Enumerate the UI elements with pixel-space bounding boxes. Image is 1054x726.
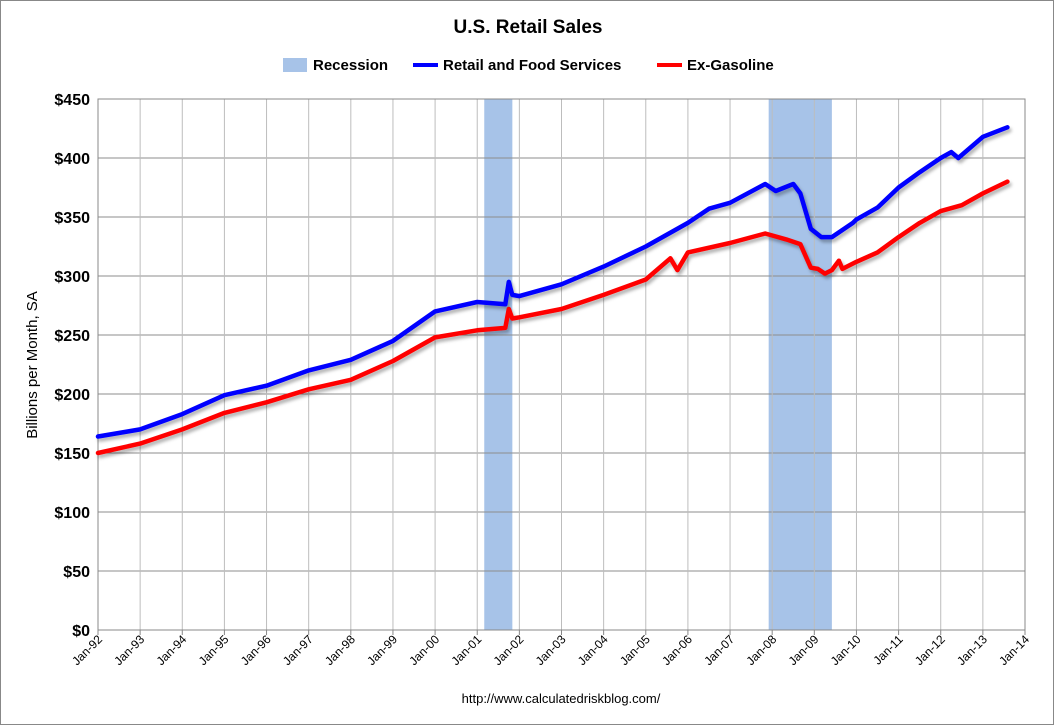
- y-tick-label: $400: [54, 151, 90, 168]
- x-tick-label: Jan-95: [196, 632, 232, 668]
- legend-label-exgas: Ex-Gasoline: [687, 57, 774, 74]
- series-line-retail-and-food-services: [95, 125, 1010, 439]
- plot-border: [97, 98, 1026, 631]
- x-tick-label: Jan-12: [912, 632, 948, 668]
- source-url: http://www.calculatedriskblog.com/: [462, 691, 661, 706]
- x-tick-label: Jan-04: [575, 632, 611, 668]
- chart-title: U.S. Retail Sales: [454, 17, 603, 38]
- y-tick-label: $0: [72, 623, 90, 640]
- y-tick-label: $450: [54, 92, 90, 109]
- y-tick-label: $100: [54, 505, 90, 522]
- x-tick-labels: Jan-92 Jan-93 Jan-94 Jan-95 Jan-96 Jan-97 Jan-…: [69, 632, 1032, 668]
- y-tick-label: $50: [63, 564, 90, 581]
- x-tick-label: Jan-00: [406, 632, 442, 668]
- x-tick-label: Jan-05: [617, 632, 653, 668]
- x-tick-label: Jan-94: [154, 632, 190, 668]
- x-tick-label: Jan-09: [786, 632, 822, 668]
- x-tick-label: Jan-06: [659, 632, 695, 668]
- series-lines: [95, 125, 1010, 456]
- x-tick-label: Jan-03: [533, 632, 569, 668]
- x-tick-label: Jan-11: [870, 632, 905, 667]
- recession-band: [484, 99, 513, 630]
- y-tick-label: $300: [54, 269, 90, 286]
- y-axis-label: Billions per Month, SA: [24, 291, 41, 439]
- recession-bands: [484, 99, 832, 630]
- x-tick-label: Jan-07: [701, 632, 737, 668]
- gridlines: [97, 98, 1026, 635]
- legend-label-recession: Recession: [313, 57, 388, 74]
- legend-label-retail: Retail and Food Services: [443, 57, 621, 74]
- x-tick-label: Jan-14: [996, 632, 1032, 668]
- x-tick-label: Jan-10: [828, 632, 864, 668]
- x-tick-label: Jan-97: [280, 632, 316, 668]
- y-tick-label: $350: [54, 210, 90, 227]
- legend-swatch-recession: [283, 58, 307, 72]
- x-tick-label: Jan-96: [238, 632, 274, 668]
- x-tick-label: Jan-13: [954, 632, 990, 668]
- x-tick-label: Jan-93: [111, 632, 147, 668]
- x-tick-label: Jan-98: [322, 632, 358, 668]
- y-tick-labels: $0 $50 $100 $150 $200 $250 $300 $350 $400 $450: [54, 92, 90, 640]
- y-tick-label: $250: [54, 328, 90, 345]
- x-tick-label: Jan-02: [491, 632, 527, 668]
- legend: Recession Retail and Food Services Ex-Ga…: [283, 57, 774, 74]
- y-tick-label: $200: [54, 387, 90, 404]
- x-tick-label: Jan-08: [743, 632, 779, 668]
- x-tick-label: Jan-99: [364, 632, 400, 668]
- recession-band: [768, 99, 832, 630]
- series-line-ex-gasoline: [95, 179, 1010, 456]
- y-tick-label: $150: [54, 446, 90, 463]
- x-tick-label: Jan-01: [448, 632, 484, 668]
